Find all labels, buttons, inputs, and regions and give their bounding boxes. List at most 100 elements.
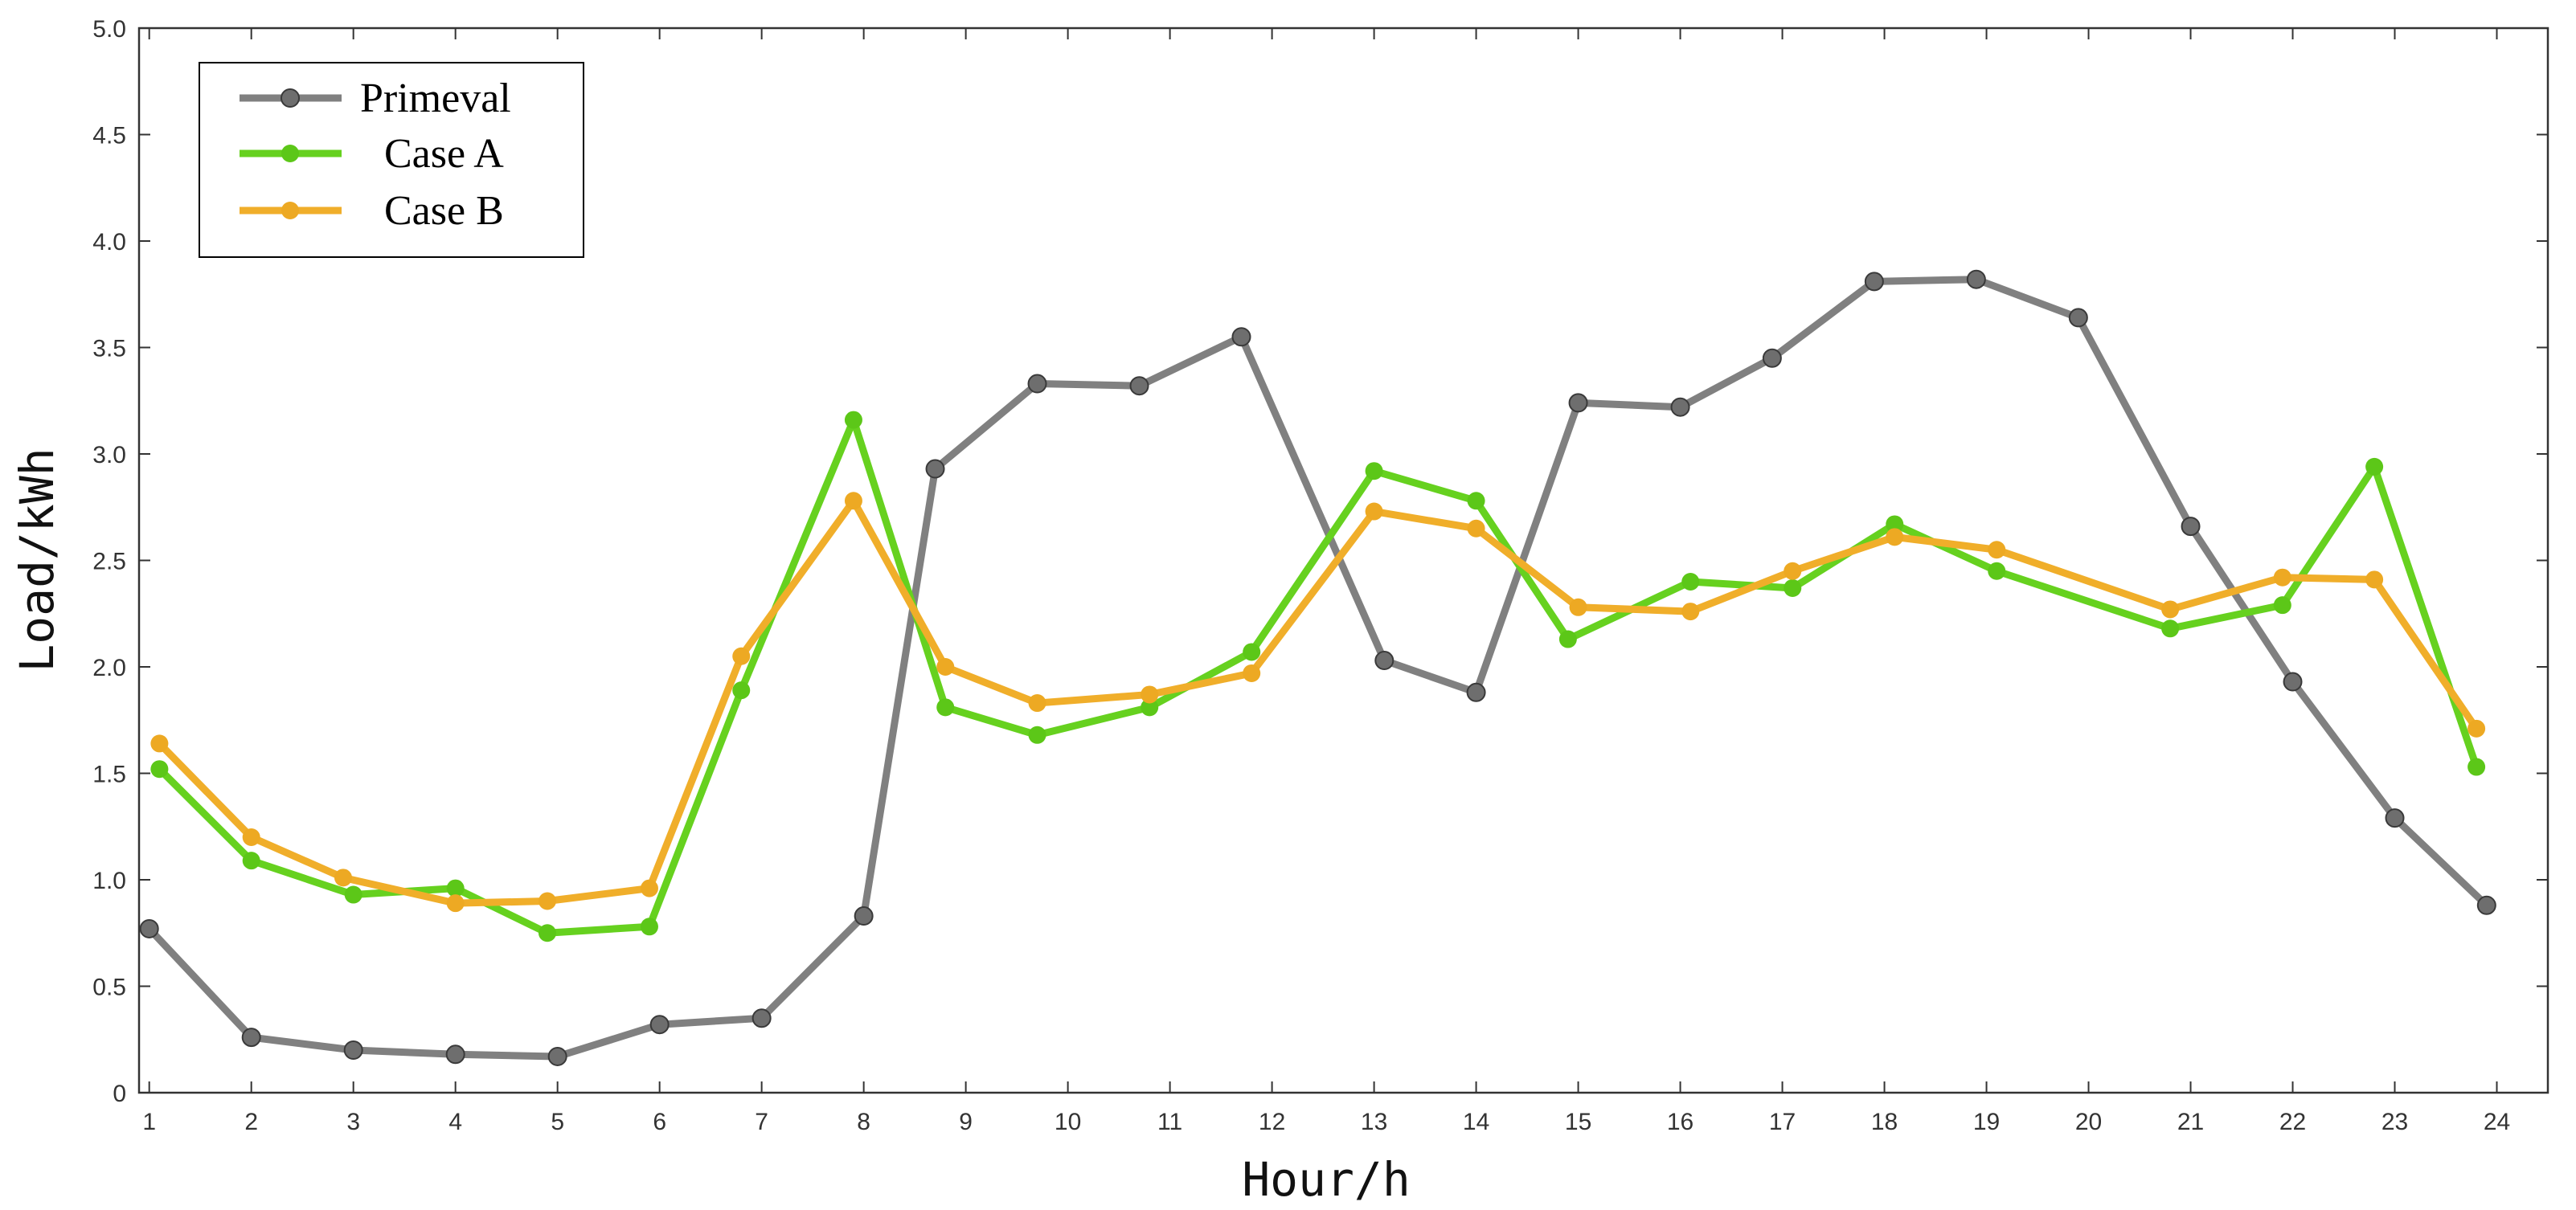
y-tick-label: 0 bbox=[113, 1081, 126, 1107]
x-tick-label: 24 bbox=[2484, 1109, 2510, 1135]
y-tick-label: 3.0 bbox=[92, 442, 126, 468]
data-point-case-b bbox=[1886, 528, 1904, 546]
y-tick-label: 4.5 bbox=[92, 123, 126, 149]
x-tick-label: 20 bbox=[2075, 1109, 2102, 1135]
data-point-case-b bbox=[242, 828, 260, 846]
x-tick-label: 16 bbox=[1667, 1109, 1693, 1135]
data-point-primeval bbox=[2283, 672, 2303, 692]
data-point-case-b bbox=[334, 869, 352, 887]
x-tick-label: 21 bbox=[2177, 1109, 2204, 1135]
data-point-primeval bbox=[925, 459, 945, 479]
data-point-case-a bbox=[732, 681, 751, 700]
data-point-primeval bbox=[2476, 895, 2496, 915]
data-point-primeval bbox=[1966, 269, 1986, 289]
data-point-case-a bbox=[150, 760, 169, 779]
data-point-case-a bbox=[1467, 492, 1485, 510]
x-tick-label: 19 bbox=[1973, 1109, 2000, 1135]
x-axis: 1 2 3 4 5 6 7 8 9 10 11 12 13 14 15 16 17 18 19 20 21 22 23 24 bbox=[142, 28, 2510, 1135]
x-tick-label: 18 bbox=[1871, 1109, 1898, 1135]
x-tick-label: 14 bbox=[1463, 1109, 1489, 1135]
data-point-case-b bbox=[844, 492, 862, 510]
x-axis-title: Hour/h bbox=[1242, 1152, 1411, 1207]
data-point-case-a bbox=[936, 698, 955, 717]
data-point-primeval bbox=[752, 1008, 772, 1028]
data-point-primeval bbox=[241, 1028, 261, 1048]
legend-label-case-a: Case A bbox=[384, 131, 504, 177]
data-point-case-a bbox=[446, 879, 465, 897]
data-point-case-b bbox=[1467, 519, 1485, 538]
data-point-primeval bbox=[1027, 374, 1047, 394]
legend-label-case-b: Case B bbox=[384, 188, 504, 234]
x-tick-label: 22 bbox=[2279, 1109, 2306, 1135]
data-point-case-b bbox=[1141, 685, 1159, 704]
x-tick-label: 2 bbox=[244, 1109, 258, 1135]
x-tick-label: 15 bbox=[1565, 1109, 1591, 1135]
data-point-primeval bbox=[1374, 651, 1394, 671]
data-point-case-b bbox=[2365, 570, 2384, 589]
series-case-a bbox=[150, 411, 2486, 942]
y-tick-label: 4.0 bbox=[92, 229, 126, 255]
x-tick-label: 13 bbox=[1361, 1109, 1387, 1135]
y-tick-label: 1.5 bbox=[92, 762, 126, 788]
y-tick-label: 0.5 bbox=[92, 975, 126, 1001]
data-point-case-a bbox=[1784, 578, 1802, 597]
data-point-case-b bbox=[538, 892, 556, 910]
data-point-primeval bbox=[139, 918, 159, 938]
x-tick-label: 4 bbox=[448, 1109, 462, 1135]
series-layer bbox=[139, 269, 2496, 1066]
data-point-case-b bbox=[1569, 598, 1587, 616]
x-tick-label: 7 bbox=[755, 1109, 768, 1135]
data-point-case-a bbox=[844, 411, 862, 429]
data-point-primeval bbox=[445, 1044, 465, 1065]
x-tick-label: 3 bbox=[346, 1109, 360, 1135]
series-line-primeval bbox=[145, 276, 2491, 1061]
data-point-primeval bbox=[1568, 393, 1588, 413]
data-point-primeval bbox=[547, 1046, 567, 1066]
data-point-case-a bbox=[1886, 515, 1904, 533]
series-case-b bbox=[150, 492, 2486, 913]
data-point-primeval bbox=[1864, 272, 1884, 292]
data-point-case-b bbox=[1988, 541, 2006, 559]
x-tick-label: 23 bbox=[2381, 1109, 2408, 1135]
data-point-case-a bbox=[344, 885, 362, 904]
data-point-case-a bbox=[640, 918, 658, 936]
x-tick-label: 8 bbox=[857, 1109, 870, 1135]
x-tick-label: 10 bbox=[1055, 1109, 1081, 1135]
data-point-primeval bbox=[1231, 327, 1251, 347]
data-point-case-b bbox=[2273, 568, 2291, 587]
data-point-primeval bbox=[1466, 682, 1486, 702]
x-tick-label: 11 bbox=[1157, 1109, 1182, 1135]
data-point-case-b bbox=[1243, 664, 1261, 682]
data-point-case-b bbox=[1365, 502, 1383, 521]
data-point-case-b bbox=[2467, 719, 2486, 738]
data-point-case-a bbox=[1988, 562, 2006, 580]
y-tick-label: 2.0 bbox=[92, 655, 126, 681]
data-point-case-b bbox=[150, 734, 169, 753]
data-point-primeval bbox=[1129, 376, 1149, 396]
x-tick-label: 6 bbox=[653, 1109, 666, 1135]
data-point-primeval bbox=[2385, 808, 2405, 828]
legend-marker-case-a bbox=[281, 145, 299, 162]
data-point-case-b bbox=[1028, 694, 1046, 713]
data-point-case-a bbox=[1365, 462, 1383, 480]
data-point-primeval bbox=[854, 906, 874, 926]
data-point-case-a bbox=[2273, 596, 2291, 615]
data-point-case-b bbox=[732, 647, 751, 665]
y-axis: 0 0.5 1.0 1.5 2.0 2.5 3.0 3.5 4.0 4.5 5.0 bbox=[92, 16, 2548, 1107]
data-point-primeval bbox=[1670, 397, 1690, 417]
data-point-case-b bbox=[1784, 562, 1802, 580]
data-point-case-a bbox=[1028, 726, 1046, 744]
data-point-case-b bbox=[640, 879, 658, 897]
y-tick-label: 5.0 bbox=[92, 16, 126, 43]
y-tick-label: 2.5 bbox=[92, 549, 126, 575]
legend-label-primeval: Primeval bbox=[360, 76, 511, 121]
legend-marker-case-b bbox=[281, 202, 299, 219]
data-point-case-b bbox=[446, 894, 465, 913]
data-point-case-b bbox=[2161, 600, 2180, 619]
data-point-case-b bbox=[936, 658, 955, 676]
y-tick-label: 1.0 bbox=[92, 868, 126, 894]
x-tick-label: 5 bbox=[551, 1109, 564, 1135]
x-tick-label: 17 bbox=[1769, 1109, 1796, 1135]
x-tick-label: 12 bbox=[1259, 1109, 1285, 1135]
